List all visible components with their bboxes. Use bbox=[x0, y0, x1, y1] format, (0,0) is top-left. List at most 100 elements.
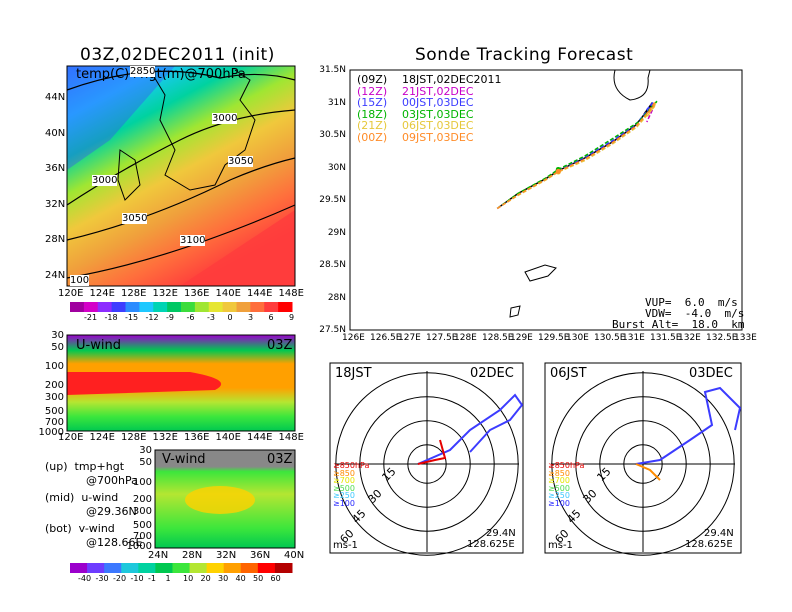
contour-label: 3050 bbox=[228, 156, 254, 167]
hodograph-unit: ms-1 bbox=[333, 540, 358, 551]
track-series-line bbox=[496, 102, 657, 210]
colorbar-swatch bbox=[83, 302, 99, 312]
colorbar-swatch bbox=[194, 302, 210, 312]
hodograph-legend-item: ≥700 bbox=[548, 476, 570, 485]
lon-tick-label: 124E bbox=[89, 288, 115, 299]
legend-code: (12Z) bbox=[357, 84, 388, 98]
track-series-line bbox=[496, 100, 658, 210]
lon-tick-label: 128.5E bbox=[482, 333, 514, 343]
height-contour bbox=[66, 70, 296, 91]
note-line: @700hPa bbox=[86, 474, 138, 487]
height-contour bbox=[66, 204, 296, 279]
legend-label: 18JST,02DEC2011 bbox=[402, 73, 502, 86]
hodograph-unit: ms-1 bbox=[548, 540, 573, 551]
lat-tick-label: 27.5N bbox=[319, 325, 346, 335]
colorbar-label: 1 bbox=[165, 574, 171, 583]
legend-label: 00JST,03DEC bbox=[402, 96, 474, 109]
colorbar-swatch bbox=[104, 563, 122, 573]
hodograph-curve-2 bbox=[635, 386, 742, 465]
lon-tick-label: 130E bbox=[566, 333, 589, 343]
lon-tick-label: 129E bbox=[510, 333, 533, 343]
colorbar-swatch bbox=[223, 563, 242, 573]
coastline bbox=[117, 149, 141, 201]
colorbar-label: -40 bbox=[78, 574, 92, 583]
main-map-title: 03Z,02DEC2011 (init) bbox=[80, 45, 275, 65]
lon-tick-label: 133E bbox=[734, 333, 757, 343]
pressure-tick-label: 100 bbox=[44, 361, 64, 372]
colorbar-swatch bbox=[264, 302, 279, 312]
colorbar-label: -10 bbox=[130, 574, 144, 583]
hodograph-legend-item: ≥850 bbox=[333, 468, 355, 478]
lat-tick-label: 30.5N bbox=[319, 130, 346, 140]
lon-tick-label: 136E bbox=[184, 288, 210, 299]
lon-tick-label: 120E bbox=[58, 432, 84, 443]
colorbar-label: -30 bbox=[95, 574, 109, 583]
lat-tick-label: 28N bbox=[45, 234, 66, 245]
lon-tick-label: 132E bbox=[678, 333, 701, 343]
legend-code: (09Z) bbox=[357, 73, 388, 86]
main-map-frame bbox=[66, 65, 296, 287]
contour-label: 3050 bbox=[122, 213, 148, 224]
pressure-tick-label: 300 bbox=[132, 506, 152, 517]
contour-label: 2850 bbox=[130, 66, 156, 77]
temperature-colorbar bbox=[70, 302, 293, 312]
vwind-core bbox=[185, 486, 255, 514]
hodograph-lon: 128.625E bbox=[685, 539, 733, 550]
hodograph-curve-1 bbox=[417, 393, 524, 465]
tracking-param-burst: Burst Alt= 18.0 km bbox=[612, 318, 745, 331]
lat-tick-label: 40N bbox=[45, 127, 66, 139]
lat-tick-label: 29.5N bbox=[319, 195, 346, 205]
lon-tick-label: 126.5E bbox=[370, 333, 402, 343]
colorbar-label: -1 bbox=[148, 574, 156, 583]
hodograph-legend-item: ≥500 bbox=[333, 483, 355, 493]
overlay-label: temp(C)+hgt(m)@700hPa bbox=[76, 67, 246, 82]
vwind-time: 03Z bbox=[267, 452, 293, 467]
lat-tick-label: 30N bbox=[327, 162, 346, 173]
colorbar-label: -12 bbox=[145, 313, 159, 322]
hodograph-right-label: 02DEC bbox=[470, 366, 514, 381]
pressure-tick-label: 30 bbox=[139, 445, 152, 456]
track-lines bbox=[496, 100, 658, 210]
lon-tick-label: 126E bbox=[342, 333, 365, 343]
uwind-jet-core bbox=[67, 372, 222, 395]
contour-label: 100 bbox=[70, 275, 90, 286]
hodograph-legend-item: ≥850 bbox=[548, 468, 570, 478]
hodograph-lat: 29.4N bbox=[486, 528, 516, 539]
lon-tick-label: 140E bbox=[215, 288, 241, 299]
colorbar-label: -20 bbox=[113, 574, 127, 583]
colorbar-label: 30 bbox=[218, 574, 229, 583]
lat-tick-label: 32N bbox=[45, 198, 66, 210]
uwind-frame bbox=[66, 334, 296, 432]
colorbar-label: -21 bbox=[84, 313, 98, 322]
lat-tick-label: 24N bbox=[148, 550, 169, 561]
contour-label: 3000 bbox=[212, 113, 238, 124]
warm-band bbox=[180, 210, 295, 286]
colorbar-swatch bbox=[222, 302, 237, 312]
note-line: @128.66E bbox=[86, 536, 143, 549]
lat-tick-label: 40N bbox=[284, 550, 305, 561]
colorbar-swatch bbox=[70, 302, 85, 312]
lat-tick-label: 24N bbox=[45, 269, 66, 281]
colorbar-swatch bbox=[138, 563, 156, 573]
pressure-tick-label: 200 bbox=[132, 494, 152, 505]
colorbar-swatch bbox=[87, 563, 105, 573]
colorbar-swatch bbox=[189, 563, 208, 573]
note-line: @29.36N bbox=[86, 505, 137, 518]
lat-tick-label: 28.5N bbox=[319, 260, 346, 270]
lon-tick-label: 144E bbox=[247, 432, 273, 443]
colorbar-swatch bbox=[206, 563, 225, 573]
hodograph-legend-item: ≥700 bbox=[333, 476, 355, 485]
legend-label: 09JST,03DEC bbox=[402, 130, 474, 144]
lat-tick-label: 44N bbox=[45, 92, 66, 103]
hodograph-legend-item: ≥100 bbox=[333, 498, 355, 508]
colorbar-label: 3 bbox=[248, 313, 254, 322]
hodograph-legend-item: ≥850hPa bbox=[333, 461, 370, 470]
tracking-param-vup: VUP= 6.0 m/s bbox=[645, 296, 738, 309]
lon-tick-label: 144E bbox=[247, 288, 273, 299]
pressure-tick-label: 30 bbox=[51, 330, 64, 341]
lon-tick-label: 127E bbox=[398, 333, 421, 343]
pressure-tick-label: 100 bbox=[132, 477, 152, 488]
colorbar-swatch bbox=[121, 563, 139, 573]
pressure-tick-label: 300 bbox=[44, 392, 64, 403]
lon-tick-label: 132.5E bbox=[706, 333, 738, 343]
